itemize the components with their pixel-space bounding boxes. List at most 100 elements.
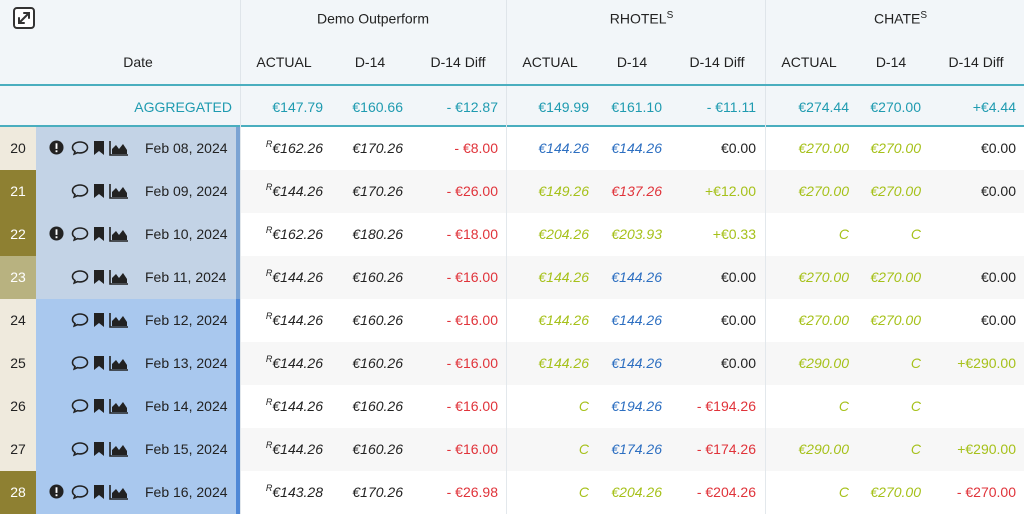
comment-icon[interactable] <box>71 140 89 161</box>
rate-cell[interactable]: €270.00 <box>774 269 849 285</box>
chart-icon[interactable] <box>109 484 129 505</box>
chart-icon[interactable] <box>109 441 129 462</box>
rate-cell[interactable]: C <box>846 398 921 414</box>
column-header-d14-diff[interactable]: D-14 Diff <box>948 54 1004 70</box>
rate-cell[interactable]: €144.26 <box>587 140 662 156</box>
rate-cell[interactable]: - €194.26 <box>681 398 756 414</box>
bookmark-icon[interactable] <box>93 398 105 419</box>
alert-icon[interactable] <box>49 226 64 246</box>
column-header-d14[interactable]: D-14 <box>875 54 907 70</box>
rate-cell[interactable]: €270.00 <box>774 312 849 328</box>
rate-cell[interactable]: €180.26 <box>328 226 403 242</box>
comment-icon[interactable] <box>71 183 89 204</box>
rate-cell[interactable]: €270.00 <box>774 183 849 199</box>
rate-cell[interactable]: C <box>774 484 849 500</box>
table-row[interactable]: 22 Feb 10, 2024 R€162.26 €180.26 - €18.00 €20… <box>0 213 1024 256</box>
alert-icon[interactable] <box>49 140 64 160</box>
rate-cell[interactable]: €160.26 <box>328 312 403 328</box>
table-row[interactable]: 28 Feb 16, 2024 R€143.28 €170.26 - €26.98 C €2… <box>0 471 1024 514</box>
rate-cell[interactable]: C <box>514 441 589 457</box>
rate-cell[interactable]: - €16.00 <box>423 441 498 457</box>
column-header-actual[interactable]: ACTUAL <box>256 54 312 70</box>
rate-cell[interactable]: C <box>774 226 849 242</box>
table-row[interactable]: 24 Feb 12, 2024 R€144.26 €160.26- €16.00 €14… <box>0 299 1024 342</box>
row-number[interactable]: 20 <box>0 127 36 170</box>
bookmark-icon[interactable] <box>93 269 105 290</box>
rate-cell[interactable]: €0.00 <box>681 140 756 156</box>
rate-cell[interactable]: - €174.26 <box>681 441 756 457</box>
date-cell[interactable] <box>36 127 240 170</box>
rate-cell[interactable]: €160.26 <box>328 355 403 371</box>
comment-icon[interactable] <box>71 312 89 333</box>
date-cell[interactable] <box>36 213 240 256</box>
rate-cell[interactable]: €290.00 <box>774 441 849 457</box>
date-cell[interactable] <box>36 385 240 428</box>
rate-cell[interactable]: €204.26 <box>514 226 589 242</box>
comment-icon[interactable] <box>71 398 89 419</box>
rate-cell[interactable]: €144.26 <box>587 355 662 371</box>
rate-cell[interactable]: - €204.26 <box>681 484 756 500</box>
rate-cell[interactable]: - €8.00 <box>423 140 498 156</box>
rate-cell[interactable]: - €18.00 <box>423 226 498 242</box>
rate-cell[interactable]: €170.26 <box>328 183 403 199</box>
comment-icon[interactable] <box>71 269 89 290</box>
row-number[interactable]: 28 <box>0 471 36 514</box>
chart-icon[interactable] <box>109 355 129 376</box>
chart-icon[interactable] <box>109 183 129 204</box>
rate-cell[interactable]: R€144.26 <box>248 311 323 328</box>
row-number[interactable]: 22 <box>0 213 36 256</box>
chart-icon[interactable] <box>109 312 129 333</box>
rate-cell[interactable]: €144.26 <box>514 269 589 285</box>
column-header-d14-diff[interactable]: D-14 Diff <box>689 54 745 70</box>
rate-cell[interactable]: €144.26 <box>587 312 662 328</box>
rate-cell[interactable]: - €26.98 <box>423 484 498 500</box>
date-cell[interactable] <box>36 299 240 342</box>
bookmark-icon[interactable] <box>93 183 105 204</box>
rate-cell[interactable]: - €16.00 <box>423 312 498 328</box>
row-number[interactable]: 25 <box>0 342 36 385</box>
rate-cell[interactable]: - €16.00 <box>423 355 498 371</box>
rate-cell[interactable]: €270.00 <box>846 183 921 199</box>
rate-cell[interactable]: +€0.33 <box>681 226 756 242</box>
rate-cell[interactable]: R€144.26 <box>248 182 323 199</box>
rate-cell[interactable]: R€144.26 <box>248 268 323 285</box>
chart-icon[interactable] <box>109 226 129 247</box>
table-row[interactable]: 26 Feb 14, 2024 R€144.26 €160.26 - €16.00 C €1… <box>0 385 1024 428</box>
rate-cell[interactable]: C <box>774 398 849 414</box>
rate-cell[interactable]: C <box>846 355 921 371</box>
bookmark-icon[interactable] <box>93 312 105 333</box>
rate-cell[interactable]: €204.26 <box>587 484 662 500</box>
comment-icon[interactable] <box>71 441 89 462</box>
column-header-date[interactable]: Date <box>123 54 153 70</box>
chart-icon[interactable] <box>109 269 129 290</box>
rate-cell[interactable]: R€162.26 <box>248 225 323 242</box>
rate-cell[interactable]: €290.00 <box>774 355 849 371</box>
rate-cell[interactable]: €170.26 <box>328 140 403 156</box>
rate-cell[interactable]: €144.26 <box>587 269 662 285</box>
rate-cell[interactable]: €137.26 <box>587 183 662 199</box>
rate-cell[interactable]: €160.26 <box>328 398 403 414</box>
column-header-d14[interactable]: D-14 <box>616 54 648 70</box>
rate-cell[interactable]: €0.00 <box>681 312 756 328</box>
table-row[interactable]: 25 Feb 13, 2024 R€144.26 €160.26- €16.00 €14… <box>0 342 1024 385</box>
rate-cell[interactable]: €144.26 <box>514 140 589 156</box>
date-cell[interactable] <box>36 256 240 299</box>
rate-cell[interactable]: €0.00 <box>941 140 1016 156</box>
rate-cell[interactable]: R€143.28 <box>248 483 323 500</box>
column-header-d14[interactable]: D-14 <box>354 54 386 70</box>
table-row[interactable]: 27 Feb 15, 2024 R€144.26 €160.26 - €16.00 C €1… <box>0 428 1024 471</box>
column-header-actual[interactable]: ACTUAL <box>781 54 837 70</box>
rate-cell[interactable]: - €16.00 <box>423 398 498 414</box>
alert-icon[interactable] <box>49 484 64 504</box>
rate-cell[interactable]: C <box>846 226 921 242</box>
bookmark-icon[interactable] <box>93 140 105 161</box>
rate-cell[interactable]: €160.26 <box>328 269 403 285</box>
rate-cell[interactable]: C <box>514 398 589 414</box>
rate-cell[interactable]: €144.26 <box>514 355 589 371</box>
row-number[interactable]: 24 <box>0 299 36 342</box>
bookmark-icon[interactable] <box>93 226 105 247</box>
table-row[interactable]: 23 Feb 11, 2024 R€144.26 €160.26- €16.00 €14… <box>0 256 1024 299</box>
rate-cell[interactable]: €270.00 <box>846 484 921 500</box>
table-row[interactable]: 20 Feb 08, 2024 R€162.26 €170.26 - €8.00 €144… <box>0 127 1024 170</box>
bookmark-icon[interactable] <box>93 441 105 462</box>
